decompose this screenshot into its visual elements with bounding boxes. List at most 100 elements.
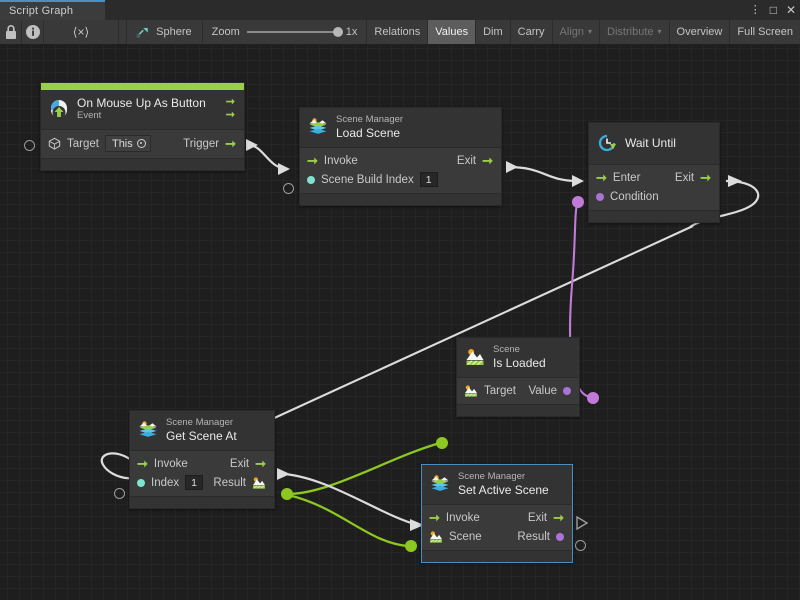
flow-arrow-icon-exit: ➞ (700, 170, 711, 185)
node-footer (41, 158, 244, 170)
port-condition[interactable]: Condition (596, 191, 659, 203)
port-exit-label: Exit (456, 154, 477, 167)
port-invoke-3[interactable]: ➞ Invoke (429, 511, 480, 524)
toolbar-button-dim[interactable]: Dim (476, 20, 511, 44)
target-picker-icon[interactable] (136, 139, 146, 148)
port-row-invoke-exit-2: ➞ Invoke Exit ➞ (130, 454, 274, 473)
toolbar-button-align[interactable]: Align ▾ (552, 20, 601, 44)
port-exit-2-label: Exit (229, 457, 250, 470)
toolbar-button-align-label: Align (559, 26, 585, 38)
toolbar-button-distribute[interactable]: Distribute ▾ (600, 20, 670, 44)
node-header-wait-until: Wait Until (589, 123, 719, 164)
chevron-down-icon: ▾ (588, 26, 593, 36)
port-scene-build-index-label: Scene Build Index (321, 173, 414, 186)
code-view-button[interactable]: ⟨×⟩ (44, 20, 119, 44)
close-icon[interactable]: ✕ (785, 3, 796, 17)
node-title-get-scene-at: Get Scene At (166, 429, 237, 443)
node-title-set-active-scene: Set Active Scene (458, 483, 549, 497)
node-header-load-scene: Scene Manager Load Scene (300, 108, 501, 147)
index-value: 1 (191, 476, 197, 489)
node-set-active-scene[interactable]: Scene Manager Set Active Scene ➞ Invoke … (421, 464, 573, 563)
port-row-target: Target This Trigger ➞ (41, 133, 244, 154)
port-trigger[interactable]: Trigger ➞ (183, 137, 236, 150)
toolbar-button-carry[interactable]: Carry (510, 20, 553, 44)
port-invoke-label: Invoke (323, 154, 358, 167)
lock-button[interactable] (0, 20, 22, 44)
value-port-dot-icon (307, 175, 315, 184)
bool-port-dot-icon-2 (563, 386, 571, 395)
node-footer-get-scene-at (130, 496, 274, 508)
port-target[interactable]: Target This (48, 135, 151, 152)
free-port-setactive-exit-triangle[interactable] (575, 515, 589, 531)
bool-port-dot-icon-3 (556, 532, 564, 541)
toolbar-button-values[interactable]: Values (428, 20, 477, 44)
graph-object-chip[interactable]: Sphere (127, 20, 203, 44)
free-port-setactive-result-circle[interactable] (575, 540, 586, 551)
zoom-value: 1x (345, 26, 358, 38)
port-scene[interactable]: Scene (429, 530, 482, 544)
wire-arrow-5 (728, 175, 742, 187)
port-exit-2[interactable]: Exit ➞ (230, 457, 266, 470)
port-invoke[interactable]: ➞ Invoke (307, 154, 358, 167)
graph-object-label: Sphere (156, 26, 192, 38)
node-subtitle-is-loaded: Scene (493, 344, 520, 355)
tab-script-graph[interactable]: Script Graph (0, 0, 105, 20)
flow-arrow-icon: ➞ (225, 136, 236, 151)
kebab-menu-icon[interactable]: ⋮ (749, 3, 761, 16)
wire-result-to-setactive-scene (287, 493, 409, 548)
free-port-target-circle[interactable] (24, 140, 35, 151)
wire-arrow-4 (572, 175, 584, 187)
port-invoke-2[interactable]: ➞ Invoke (137, 457, 188, 470)
free-port-scenebuildindex-circle[interactable] (283, 183, 294, 194)
port-index[interactable]: Index 1 (137, 475, 203, 490)
node-load-scene[interactable]: Scene Manager Load Scene ➞ Invoke Exit ➞ (299, 107, 502, 206)
wire-knob-green-3 (405, 540, 417, 552)
toolbar-button-overview[interactable]: Overview (669, 20, 731, 44)
scene-type-icon-3 (430, 530, 442, 543)
free-port-index-circle[interactable] (114, 488, 125, 499)
node-get-scene-at[interactable]: Scene Manager Get Scene At ➞ Invoke Exit… (129, 410, 275, 509)
port-row-condition: Condition (589, 187, 719, 206)
toolbar-button-dim-label: Dim (483, 26, 503, 38)
port-exit-3[interactable]: Exit ➞ (528, 511, 564, 524)
node-header-get-scene-at: Scene Manager Get Scene At (130, 411, 274, 450)
index-input[interactable]: 1 (185, 475, 203, 490)
graph-canvas[interactable]: On Mouse Up As Button Event ➞ ➞ Target (0, 45, 800, 600)
port-target-scene-label: Target (484, 384, 516, 397)
toolbar-button-full-screen[interactable]: Full Screen (730, 20, 800, 44)
node-on-mouse-up-as-button[interactable]: On Mouse Up As Button Event ➞ ➞ Target (40, 82, 245, 171)
port-exit[interactable]: Exit ➞ (457, 154, 493, 167)
info-button[interactable] (22, 20, 44, 44)
node-ports-wait-until: ➞ Enter Exit ➞ Condition (589, 164, 719, 210)
port-value[interactable]: Value (528, 385, 571, 397)
sphere-graph-icon (136, 27, 148, 38)
port-scene-build-index[interactable]: Scene Build Index 1 (307, 172, 438, 187)
wire-result-to-isloaded-target (287, 441, 441, 496)
port-target-label: Target (67, 137, 99, 150)
scene-build-index-input[interactable]: 1 (419, 172, 438, 187)
node-scene-is-loaded[interactable]: Scene Is Loaded Target (456, 337, 580, 417)
window-title-bar: Script Graph ⋮ □ ✕ (0, 0, 800, 20)
target-value-dropdown[interactable]: This (104, 135, 151, 152)
toolbar-button-values-label: Values (435, 26, 469, 38)
port-target-scene[interactable]: Target (464, 384, 516, 398)
zoom-control[interactable]: Zoom 1x (202, 20, 368, 44)
port-row-scene-result: Scene Result (422, 527, 572, 546)
scene-build-index-value: 1 (425, 173, 432, 186)
port-scene-label: Scene (449, 530, 482, 543)
port-enter[interactable]: ➞ Enter (596, 171, 640, 184)
tab-label: Script Graph (9, 5, 74, 17)
flow-arrow-icon-in: ➞ (307, 153, 318, 168)
port-exit-wait[interactable]: Exit ➞ (675, 171, 711, 184)
port-result[interactable]: Result (213, 476, 266, 490)
toolbar-button-relations[interactable]: Relations (367, 20, 429, 44)
maximize-icon[interactable]: □ (769, 3, 777, 17)
toolbar-divider (118, 20, 128, 44)
port-result-2[interactable]: Result (517, 531, 564, 543)
graph-toolbar: ⟨×⟩ Sphere Zoom 1x Relations Values Dim (0, 20, 800, 45)
zoom-slider-handle[interactable] (332, 27, 343, 37)
zoom-slider[interactable] (246, 27, 343, 37)
scene-type-icon-2 (253, 476, 265, 489)
node-wait-until[interactable]: Wait Until ➞ Enter Exit ➞ (588, 122, 720, 223)
